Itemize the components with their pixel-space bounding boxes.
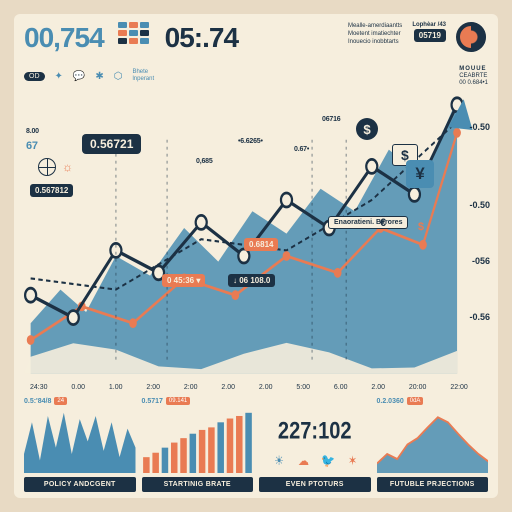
right-label-1: CEABRTE <box>459 73 488 80</box>
mini-charts: 0.5:'84/8240.571709.141227:102☀☁🐦✶0.2.03… <box>24 395 488 473</box>
globe-icon <box>38 158 56 176</box>
main-chart: -0.50-0.50-056-0.560.567210.5678120.6814… <box>24 88 488 382</box>
legend-swatches <box>118 22 149 44</box>
footer-tabs: POLICY ANDCGENT STARTINIG BRATE EVEN PTOTU… <box>24 477 488 492</box>
footer-tab[interactable]: STARTINIG BRATE <box>142 477 254 492</box>
header-right-1: Lophèar /43 <box>412 22 446 28</box>
donut-icon <box>456 22 486 52</box>
right-label-0: MOUUE <box>459 66 488 73</box>
sun-icon: ☼ <box>62 160 73 174</box>
header: 00,754 05:.74 Mealle-amerdiaanttsMoetent… <box>24 22 488 66</box>
header-metric-2: 05:.74 <box>165 22 238 54</box>
currency-icon: ¥ <box>406 160 434 188</box>
svg-text:☀: ☀ <box>274 453 284 468</box>
sparkle-icon: ✦ <box>55 71 63 82</box>
chat-icon: 💬 <box>73 71 85 82</box>
svg-text:🐦: 🐦 <box>321 453 335 468</box>
currency-icon: $ <box>412 218 430 236</box>
mid-label-0: Bhete <box>132 69 154 76</box>
header-metric-1: 00,754 <box>24 22 104 54</box>
pill-badge: OD <box>24 72 45 81</box>
svg-text:✶: ✶ <box>348 453 357 468</box>
icon-strip: OD ✦ 💬 ✱ ⬡ Bhete lnperant MOUUE CEABRTE … <box>24 66 488 86</box>
asterisk-icon: ✱ <box>95 71 103 82</box>
x-axis: 24:300.001.002:002:002.002.005:006.002.0… <box>24 382 488 391</box>
currency-icon: € <box>374 214 392 232</box>
right-label-2: 00 0.684•1 <box>459 80 488 87</box>
hex-icon: ⬡ <box>114 71 123 82</box>
header-right-2: 05719 <box>414 29 446 42</box>
currency-icon: $ <box>356 118 378 140</box>
footer-tab[interactable]: EVEN PTOTURS <box>259 477 371 492</box>
footer-tab[interactable]: POLICY ANDCGENT <box>24 477 136 492</box>
svg-text:227:102: 227:102 <box>278 417 352 444</box>
svg-text:☁: ☁ <box>298 453 309 468</box>
mid-label-1: lnperant <box>132 76 154 83</box>
legend-text: Mealle-amerdiaanttsMoetent imatiechterIn… <box>348 22 402 46</box>
footer-tab[interactable]: FUTUBLE PRJECTIONS <box>377 477 489 492</box>
